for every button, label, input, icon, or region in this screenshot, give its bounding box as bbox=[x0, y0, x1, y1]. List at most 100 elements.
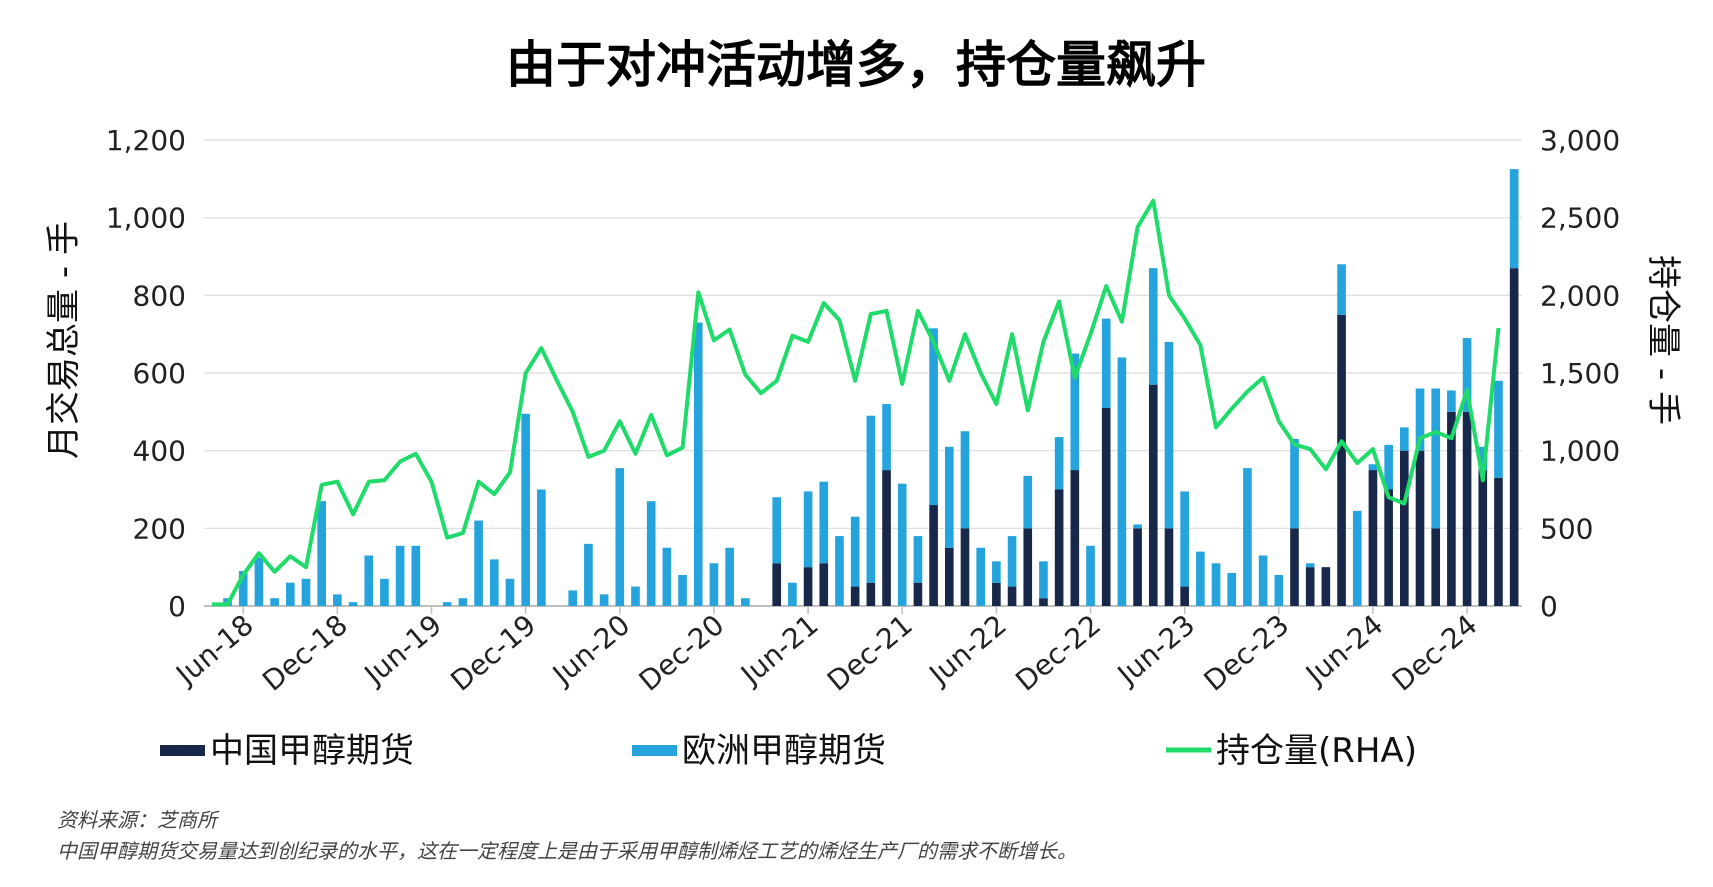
x-tick-label: Dec-23 bbox=[1198, 608, 1296, 698]
left-axis-ticks: 0 200 400 600 800 1,000 1,200 bbox=[106, 124, 186, 623]
bar-europe bbox=[285, 582, 295, 606]
caption-note: 中国甲醇期货交易量达到创纪录的水平，这在一定程度上是由于采用甲醇制烯烃工艺的烯烃… bbox=[57, 839, 1077, 863]
bars-layer bbox=[223, 169, 1519, 606]
bar-europe bbox=[1023, 475, 1033, 529]
bar-china bbox=[929, 505, 938, 606]
line-layer bbox=[211, 198, 1501, 607]
bar-europe bbox=[238, 571, 248, 606]
bar-europe bbox=[1368, 464, 1378, 471]
bar-china bbox=[1462, 411, 1472, 606]
bar-europe bbox=[1054, 437, 1064, 490]
left-axis-title: 月交易总量 - 手 bbox=[44, 221, 84, 459]
bar-china bbox=[1070, 470, 1080, 606]
x-tick-label: Jun-20 bbox=[545, 608, 636, 692]
bar-europe bbox=[1415, 388, 1425, 451]
bar-europe bbox=[1509, 169, 1519, 269]
bar-europe bbox=[317, 501, 326, 606]
bar-europe bbox=[1101, 318, 1111, 408]
bar-china bbox=[1368, 470, 1378, 606]
bar-europe bbox=[788, 582, 797, 606]
bar-europe bbox=[1447, 390, 1456, 412]
bar-china bbox=[1180, 586, 1189, 606]
left-tick-label: 400 bbox=[133, 435, 186, 468]
left-tick-label: 1,000 bbox=[106, 202, 186, 235]
x-tick-label: Jun-22 bbox=[922, 608, 1013, 692]
bar-china bbox=[1431, 528, 1441, 606]
x-tick-label: Dec-18 bbox=[256, 608, 354, 698]
bar-china bbox=[913, 582, 923, 606]
right-axis-ticks: 0 500 1,000 1,500 2,000 2,500 3,000 bbox=[1540, 124, 1620, 623]
bar-europe bbox=[725, 547, 734, 606]
x-tick-label: Jun-21 bbox=[733, 608, 824, 692]
bar-europe bbox=[646, 501, 656, 606]
bar-europe bbox=[411, 545, 421, 606]
right-tick-label: 1,500 bbox=[1540, 357, 1620, 390]
right-tick-label: 1,000 bbox=[1540, 435, 1620, 468]
bar-europe bbox=[521, 413, 530, 606]
bar-europe bbox=[1290, 439, 1299, 529]
bar-china bbox=[1494, 477, 1503, 606]
bar-europe bbox=[505, 578, 515, 606]
bar-china bbox=[1415, 450, 1425, 606]
bar-europe bbox=[364, 555, 374, 606]
bar-china bbox=[1290, 528, 1299, 606]
bar-europe bbox=[615, 468, 625, 606]
bar-china bbox=[1337, 314, 1346, 606]
bar-europe bbox=[333, 594, 342, 606]
bar-china bbox=[772, 563, 782, 606]
grid-lines bbox=[204, 139, 1522, 607]
bar-europe bbox=[568, 590, 578, 606]
bar-europe bbox=[678, 574, 687, 606]
bar-china bbox=[1509, 268, 1519, 606]
right-tick-label: 0 bbox=[1540, 590, 1558, 623]
bar-europe bbox=[1148, 268, 1158, 385]
bar-europe bbox=[1400, 427, 1409, 451]
bar-europe bbox=[1211, 563, 1221, 606]
bar-europe bbox=[992, 561, 1001, 583]
legend: 中国甲醇期货 欧洲甲醇期货 持仓量(RHA) bbox=[160, 731, 1417, 771]
bar-china bbox=[1164, 528, 1174, 606]
x-tick-label: Jun-23 bbox=[1110, 608, 1201, 692]
bar-china bbox=[960, 528, 970, 606]
bar-china bbox=[1023, 528, 1033, 606]
bar-europe bbox=[882, 404, 891, 471]
bar-europe bbox=[835, 536, 844, 606]
x-tick-label: Dec-21 bbox=[821, 608, 919, 698]
bar-china bbox=[1101, 407, 1111, 606]
bar-china bbox=[1447, 411, 1456, 606]
open-interest-line bbox=[211, 198, 1501, 607]
left-tick-label: 800 bbox=[133, 279, 186, 312]
bar-europe bbox=[1117, 357, 1127, 606]
bar-europe bbox=[709, 563, 719, 606]
bar-europe bbox=[1164, 341, 1174, 529]
legend-label-europe: 欧洲甲醇期货 bbox=[682, 731, 886, 771]
legend-swatch-europe bbox=[632, 745, 677, 756]
bar-europe bbox=[1337, 264, 1346, 315]
bar-europe bbox=[1431, 388, 1441, 529]
bar-china bbox=[819, 563, 829, 606]
bar-europe bbox=[270, 598, 279, 606]
left-tick-label: 600 bbox=[133, 357, 186, 390]
bar-europe bbox=[929, 328, 938, 506]
chart-title: 由于对冲活动增多，持仓量飙升 bbox=[506, 35, 1206, 94]
bar-china bbox=[1133, 528, 1142, 606]
bar-europe bbox=[380, 578, 389, 606]
bar-europe bbox=[662, 547, 672, 606]
bar-europe bbox=[866, 415, 876, 583]
bar-europe bbox=[913, 536, 923, 583]
bar-europe bbox=[741, 598, 750, 606]
bar-europe bbox=[1258, 555, 1268, 606]
bar-china bbox=[992, 582, 1001, 606]
bar-china bbox=[1054, 489, 1064, 606]
bar-china bbox=[1478, 470, 1488, 606]
bar-europe bbox=[850, 516, 860, 587]
bar-europe bbox=[1180, 491, 1189, 587]
bar-europe bbox=[1305, 563, 1315, 568]
bar-europe bbox=[631, 586, 640, 606]
bar-europe bbox=[474, 520, 483, 606]
right-tick-label: 2,000 bbox=[1540, 279, 1620, 312]
x-tick-label: Jun-19 bbox=[357, 608, 448, 692]
bar-china bbox=[1305, 567, 1315, 606]
